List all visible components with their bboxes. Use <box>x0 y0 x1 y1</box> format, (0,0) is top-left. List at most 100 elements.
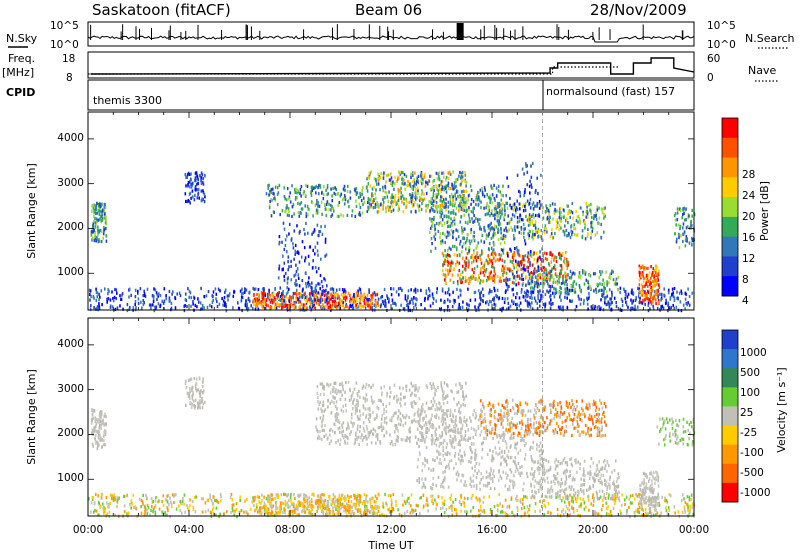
power-echo <box>676 291 678 294</box>
power-echo <box>279 213 281 216</box>
power-echo <box>433 297 435 300</box>
power-echo <box>340 194 342 197</box>
velocity-echo <box>420 496 422 499</box>
power-echo <box>190 183 192 186</box>
velocity-echo <box>192 403 194 406</box>
power-echo <box>418 209 420 212</box>
power-echo <box>163 302 165 305</box>
power-echo <box>571 224 573 227</box>
power-echo <box>590 221 592 224</box>
power-echo <box>459 269 461 272</box>
power-echo <box>317 282 319 285</box>
power-echo <box>356 291 358 294</box>
power-echo <box>202 189 204 192</box>
power-echo <box>507 214 509 217</box>
velocity-echo <box>404 512 406 515</box>
velocity-echo <box>189 387 191 390</box>
power-echo <box>430 304 432 307</box>
power-echo <box>535 227 537 230</box>
power-echo <box>288 299 290 302</box>
power-echo <box>334 294 336 297</box>
power-echo <box>384 288 386 291</box>
power-echo <box>479 191 481 194</box>
power-echo <box>515 296 517 299</box>
power-echo <box>505 289 507 292</box>
power-echo <box>436 172 438 175</box>
velocity-echo <box>144 506 146 509</box>
power-echo <box>375 293 377 296</box>
power-echo <box>196 188 198 191</box>
power-echo <box>366 298 368 301</box>
velocity-echo <box>494 505 496 508</box>
power-echo <box>572 289 574 292</box>
velocity-echo <box>385 502 387 505</box>
power-echo <box>523 236 525 239</box>
velocity-echo <box>101 410 103 413</box>
power-echo <box>405 297 407 300</box>
power-echo <box>203 306 205 309</box>
power-echo <box>491 201 493 204</box>
power-echo <box>441 172 443 175</box>
power-echo <box>650 277 652 280</box>
velocity-echo <box>184 494 186 497</box>
power-echo <box>488 277 490 280</box>
power-echo <box>517 174 519 177</box>
power-echo <box>224 302 226 305</box>
velocity-echo <box>184 511 186 514</box>
power-echo <box>587 216 589 219</box>
power-echo <box>482 193 484 196</box>
velocity-echo <box>415 509 417 512</box>
power-echo <box>484 189 486 192</box>
power-echo <box>293 292 295 295</box>
power-echo <box>386 294 388 297</box>
velocity-echo <box>101 439 103 442</box>
power-echo <box>378 179 380 182</box>
velocity-echo <box>496 504 498 507</box>
power-echo <box>670 306 672 309</box>
power-echo <box>315 286 317 289</box>
power-echo <box>323 289 325 292</box>
power-echo <box>617 288 619 291</box>
power-echo <box>511 217 513 220</box>
power-echo <box>494 225 496 228</box>
velocity-echo <box>483 501 485 504</box>
power-echo <box>204 174 206 177</box>
power-echo <box>566 260 568 263</box>
power-echo <box>567 264 569 267</box>
power-echo <box>466 302 468 305</box>
power-echo <box>393 209 395 212</box>
power-echo <box>477 278 479 281</box>
power-echo <box>417 192 419 195</box>
power-echo <box>292 205 294 208</box>
power-echo <box>389 206 391 209</box>
power-echo <box>539 250 541 253</box>
power-echo <box>480 268 482 271</box>
power-echo <box>332 306 334 309</box>
velocity-echo <box>511 496 513 499</box>
power-echo <box>544 268 546 271</box>
velocity-echo <box>588 499 590 502</box>
power-echo <box>378 205 380 208</box>
power-echo <box>462 171 464 174</box>
velocity-echo <box>102 419 104 422</box>
power-echo <box>639 289 641 292</box>
velocity-echo <box>472 494 474 497</box>
power-echo <box>468 277 470 280</box>
power-echo <box>513 281 515 284</box>
power-echo <box>524 239 526 242</box>
power-echo <box>479 218 481 221</box>
power-echo <box>332 287 334 290</box>
power-echo <box>288 232 290 235</box>
power-echo <box>680 209 682 212</box>
velocity-echo <box>450 498 452 501</box>
velocity-echo <box>689 508 691 511</box>
power-echo <box>443 215 445 218</box>
velocity-echo <box>151 505 153 508</box>
power-echo <box>529 273 531 276</box>
power-echo <box>192 182 194 185</box>
power-echo <box>197 193 199 196</box>
power-echo <box>504 206 506 209</box>
power-echo <box>441 224 443 227</box>
power-echo <box>535 275 537 278</box>
velocity-echo <box>682 493 684 496</box>
